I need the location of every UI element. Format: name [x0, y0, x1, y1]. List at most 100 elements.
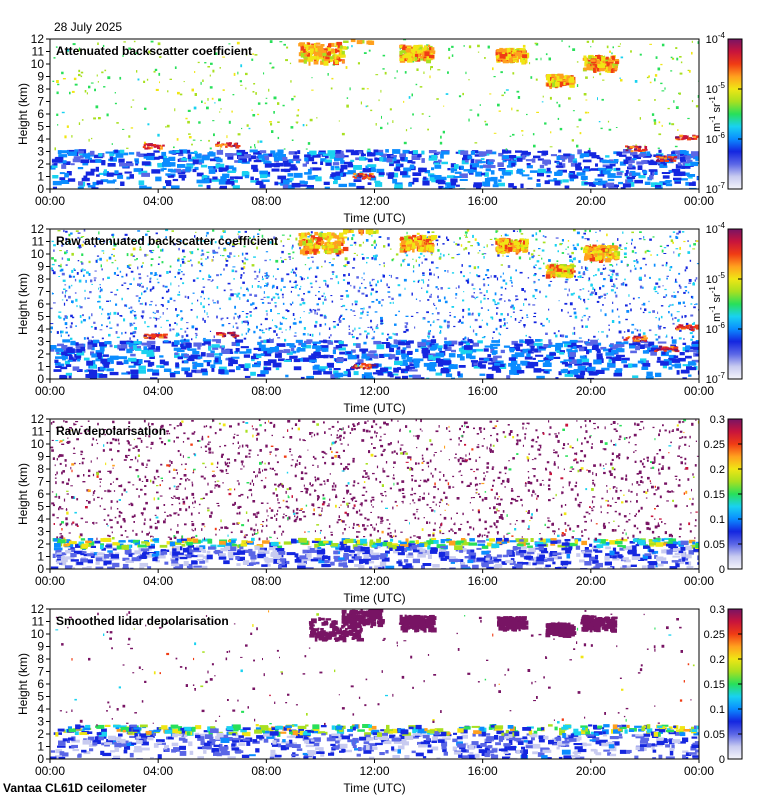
- noise-cell: [595, 231, 597, 233]
- boundary-layer-cell: [517, 168, 523, 172]
- boundary-layer-cell: [177, 164, 186, 168]
- noise-cell: [618, 315, 620, 318]
- noise-cell: [424, 258, 428, 261]
- noise-cell: [580, 246, 583, 249]
- boundary-layer-cell: [231, 341, 239, 346]
- boundary-layer-cell: [323, 355, 329, 359]
- noise-cell: [553, 332, 556, 335]
- noise-cell: [348, 273, 350, 276]
- noise-cell: [194, 235, 196, 238]
- noise-cell: [61, 299, 64, 301]
- boundary-layer-cell: [146, 152, 155, 156]
- noise-cell: [598, 331, 600, 333]
- noise-cell: [133, 277, 135, 281]
- noise-cell: [191, 302, 193, 305]
- boundary-layer-cell: [311, 353, 315, 358]
- noise-cell: [240, 286, 242, 290]
- noise-cell: [86, 338, 89, 340]
- noise-cell: [486, 322, 488, 326]
- noise-cell: [152, 311, 155, 314]
- noise-cell: [584, 229, 587, 232]
- noise-cell: [348, 325, 350, 328]
- noise-cell: [281, 260, 284, 263]
- boundary-layer-cell: [587, 150, 591, 153]
- boundary-layer-cell: [80, 346, 85, 351]
- boundary-layer-cell: [109, 156, 114, 161]
- noise-cell: [138, 299, 140, 303]
- noise-cell: [585, 267, 587, 271]
- boundary-layer-cell: [109, 355, 119, 360]
- noise-cell: [623, 252, 627, 256]
- noise-cell: [556, 263, 558, 265]
- boundary-layer-cell: [367, 158, 373, 163]
- boundary-layer-cell: [186, 163, 195, 166]
- noise-cell: [150, 264, 153, 267]
- noise-cell: [533, 274, 536, 277]
- boundary-layer-cell: [520, 360, 528, 365]
- noise-cell: [351, 237, 354, 241]
- noise-cell: [136, 70, 138, 73]
- noise-cell: [462, 275, 465, 278]
- noise-cell: [60, 330, 64, 334]
- boundary-layer-cell: [365, 375, 374, 379]
- noise-cell: [149, 304, 152, 306]
- boundary-layer-cell: [653, 154, 663, 157]
- noise-cell: [195, 327, 198, 331]
- low-cloud-cell: [225, 143, 230, 146]
- boundary-layer-cell: [113, 172, 123, 176]
- noise-cell: [328, 262, 331, 264]
- boundary-layer-cell: [239, 158, 248, 163]
- low-cloud-cell: [370, 175, 375, 178]
- noise-cell: [133, 322, 136, 324]
- noise-cell: [98, 231, 100, 235]
- noise-cell: [561, 252, 565, 254]
- noise-cell: [374, 246, 376, 249]
- boundary-layer-cell: [467, 155, 473, 160]
- boundary-layer-cell: [306, 156, 315, 162]
- boundary-layer-cell: [503, 345, 510, 348]
- low-cloud-cell: [679, 134, 684, 137]
- noise-cell: [494, 303, 498, 306]
- noise-cell: [363, 52, 367, 54]
- noise-cell: [691, 100, 694, 103]
- heatmap-field: [50, 39, 699, 189]
- boundary-layer-cell: [596, 349, 601, 354]
- noise-cell: [202, 286, 206, 288]
- noise-cell: [204, 102, 206, 104]
- boundary-layer-cell: [514, 343, 523, 347]
- noise-cell: [692, 323, 695, 325]
- noise-cell: [93, 321, 96, 324]
- boundary-layer-cell: [648, 161, 658, 166]
- noise-cell: [236, 294, 239, 298]
- noise-cell: [504, 300, 506, 302]
- boundary-layer-cell: [634, 179, 643, 184]
- boundary-layer-cell: [283, 179, 290, 184]
- boundary-layer-cell: [127, 163, 134, 167]
- noise-cell: [86, 92, 88, 95]
- cirrus-cell: [410, 53, 413, 57]
- noise-cell: [460, 321, 464, 324]
- cirrus-cell: [512, 60, 518, 63]
- noise-cell: [310, 266, 312, 269]
- noise-cell: [60, 263, 62, 267]
- noise-cell: [344, 265, 347, 268]
- noise-cell: [353, 257, 356, 261]
- noise-cell: [87, 297, 90, 299]
- noise-cell: [594, 274, 597, 276]
- noise-cell: [252, 91, 255, 93]
- boundary-layer-cell: [194, 362, 204, 368]
- noise-cell: [169, 297, 173, 300]
- noise-cell: [94, 326, 97, 330]
- noise-cell: [96, 259, 98, 263]
- noise-cell: [200, 81, 202, 85]
- noise-cell: [558, 330, 560, 333]
- boundary-layer-cell: [428, 355, 433, 360]
- cirrus-cell: [301, 238, 306, 241]
- noise-cell: [158, 72, 161, 76]
- noise-cell: [467, 312, 471, 316]
- noise-cell: [178, 285, 180, 287]
- noise-cell: [157, 245, 160, 249]
- noise-cell: [367, 332, 370, 335]
- cirrus-cell: [323, 60, 329, 66]
- x-tick-label: 00:00: [35, 194, 65, 208]
